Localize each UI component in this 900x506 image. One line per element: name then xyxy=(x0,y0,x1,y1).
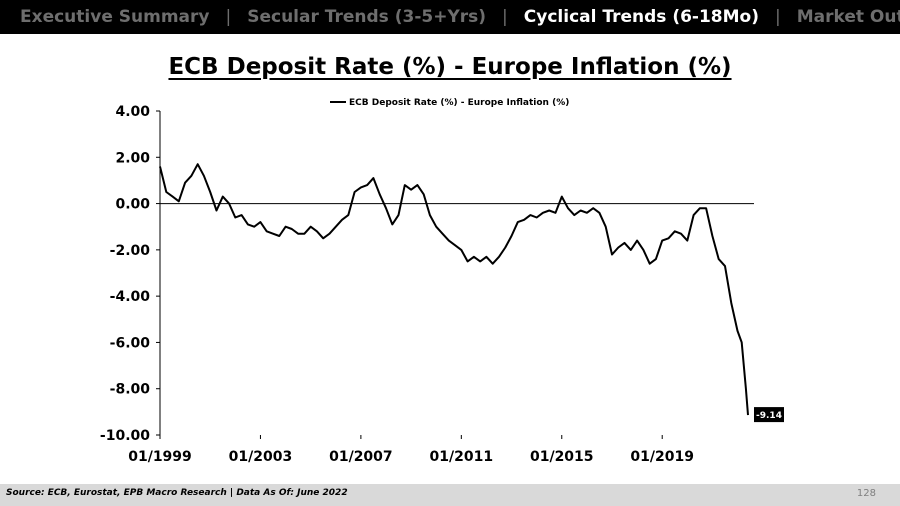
last-value-label-group: -9.14 xyxy=(754,407,784,423)
tab-executive-summary[interactable]: Executive Summary xyxy=(20,7,210,27)
last-value-badge xyxy=(754,407,784,423)
y-tick-label: -8.00 xyxy=(110,382,151,398)
y-tick-label: 4.00 xyxy=(115,104,150,120)
x-axis-ticks: 01/1999 01/2003 01/2007 01/2011 01/2015 01/20… xyxy=(128,435,694,465)
chart-title: ECB Deposit Rate (%) - Europe Inflation … xyxy=(168,54,732,80)
source-note: Source: ECB, Eurostat, EPB Macro Researc… xyxy=(6,488,348,498)
y-tick-label: -6.00 xyxy=(110,335,151,351)
y-tick-label: -2.00 xyxy=(110,243,151,259)
nav-separator: | xyxy=(775,7,781,27)
chart-legend: ECB Deposit Rate (%) - Europe Inflation … xyxy=(330,98,569,108)
chart-axes xyxy=(159,111,754,435)
tab-secular-trends[interactable]: Secular Trends (3-5+Yrs) xyxy=(247,7,487,27)
chart-title-container: ECB Deposit Rate (%) - Europe Inflation … xyxy=(0,54,900,80)
footer-bar: Source: ECB, Eurostat, EPB Macro Researc… xyxy=(0,484,900,506)
tab-cyclical-trends[interactable]: Cyclical Trends (6-18Mo) xyxy=(523,7,759,27)
page-number: 128 xyxy=(856,488,876,499)
tab-market-outlook[interactable]: Market Outlook xyxy=(796,7,900,27)
line-chart: 4.00 2.00 0.00 -2.00 -4.00 -6.00 -8.00 -10.00 0… xyxy=(100,98,784,465)
x-tick-label: 01/2011 xyxy=(430,449,494,465)
x-tick-label: 01/2015 xyxy=(530,449,594,465)
y-tick-label: 2.00 xyxy=(115,150,150,166)
y-tick-label: 0.00 xyxy=(115,197,150,213)
y-tick-label: -4.00 xyxy=(110,289,151,305)
last-value-label: -9.14 xyxy=(756,411,782,421)
x-tick-label: 01/2003 xyxy=(229,449,293,465)
legend-label: ECB Deposit Rate (%) - Europe Inflation … xyxy=(349,98,569,108)
nav-separator: | xyxy=(502,7,508,27)
chart-series xyxy=(159,163,749,416)
top-navigation: Executive Summary | Secular Trends (3-5+… xyxy=(0,0,900,34)
x-tick-label: 01/1999 xyxy=(128,449,192,465)
x-tick-label: 01/2007 xyxy=(329,449,393,465)
x-tick-label: 01/2019 xyxy=(630,449,694,465)
series-line xyxy=(159,163,749,416)
nav-separator: | xyxy=(225,7,232,27)
y-tick-label: -10.00 xyxy=(100,428,150,444)
y-axis-ticks: 4.00 2.00 0.00 -2.00 -4.00 -6.00 -8.00 -10.00 xyxy=(100,104,160,444)
